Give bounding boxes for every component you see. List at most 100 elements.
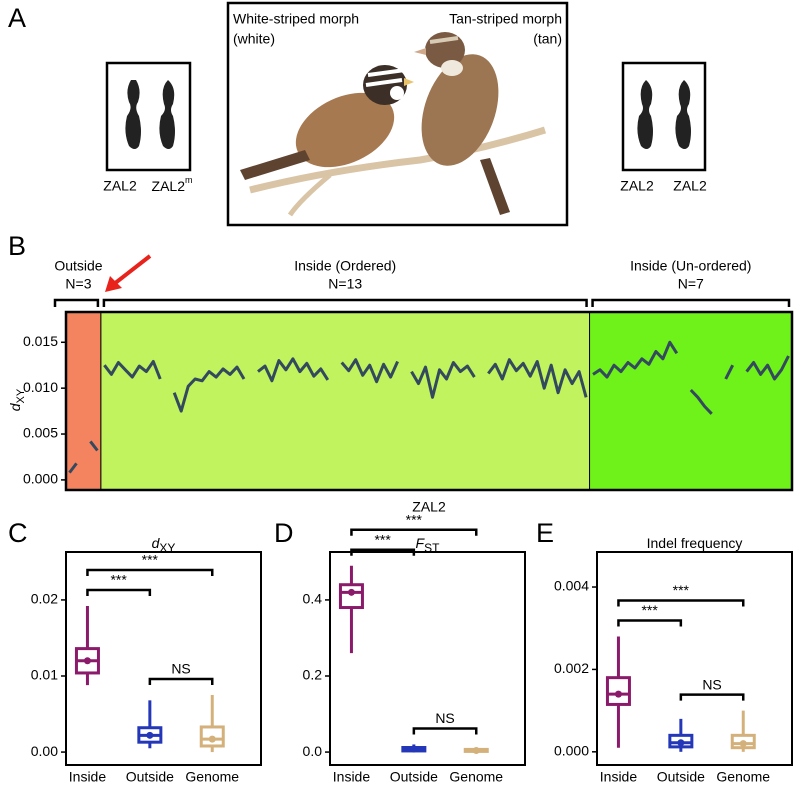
data-line: [592, 340, 790, 415]
chromosome-label: ZAL2: [103, 178, 137, 194]
significance-label: ***: [142, 552, 159, 568]
panel-label: A: [8, 3, 26, 33]
significance-label: ***: [374, 531, 391, 547]
x-tick-label: Genome: [185, 769, 239, 785]
median-dot: [83, 657, 91, 665]
region-bracket: [53, 298, 100, 307]
region-label: Inside (Ordered): [294, 258, 396, 274]
significance-label: ***: [673, 582, 690, 598]
x-tick-label: Inside: [600, 769, 638, 785]
significance-label: NS: [171, 661, 190, 677]
panel-label: C: [8, 518, 28, 548]
significance-bracket: [412, 727, 478, 735]
panel-label: B: [8, 231, 26, 261]
significance-bracket: [679, 693, 745, 701]
region-bracket: [102, 298, 588, 307]
y-tick-label: 0.2: [303, 667, 323, 683]
morph-label: White-striped morph: [233, 11, 359, 27]
significance-bracket: [617, 619, 683, 627]
x-tick-label: Outside: [657, 769, 705, 785]
region: [100, 311, 591, 491]
y-tick-label: 0.002: [554, 660, 589, 676]
morph-label: Tan-striped morph: [449, 11, 562, 27]
y-tick-label: 0.000: [23, 471, 58, 487]
plot-frame: [329, 551, 526, 766]
chromosome: [125, 80, 141, 149]
y-tick-label: 0.00: [31, 743, 58, 759]
plot-frame: [64, 310, 794, 492]
plot-frame: [65, 551, 262, 766]
y-tick-label: 0.01: [31, 667, 58, 683]
region-label: Inside (Un-ordered): [630, 258, 751, 274]
median-dot: [677, 739, 685, 747]
karyotype-box: [621, 61, 707, 172]
region-count: N=3: [65, 276, 91, 292]
subscript: XY: [159, 541, 175, 555]
x-tick-label: Inside: [69, 769, 107, 785]
chart-title: F: [416, 535, 426, 551]
chromosome-label: ZAL2m: [152, 175, 193, 193]
data-line: [68, 440, 99, 474]
y-tick-label: 0.015: [23, 333, 58, 349]
data-line: [103, 357, 588, 413]
significance-bracket: [350, 528, 478, 536]
region: [589, 311, 793, 491]
median-dot: [208, 735, 216, 743]
significance-label: NS: [435, 710, 454, 726]
arrow-head: [105, 276, 122, 292]
plot-frame: [596, 551, 793, 766]
y-tick-label: 0.005: [23, 425, 58, 441]
chart-title: dXY: [152, 535, 176, 555]
x-tick-label: Outside: [390, 769, 438, 785]
chart-title: Indel frequency: [647, 535, 743, 551]
median-dot: [146, 731, 154, 739]
chart-title: FST: [416, 535, 441, 555]
superscript: m: [185, 175, 193, 185]
significance-bracket: [86, 568, 214, 577]
chromosome: [675, 80, 691, 149]
chromosome-label: ZAL2: [620, 178, 654, 194]
box: [338, 583, 364, 610]
significance-bracket: [148, 677, 214, 686]
y-axis-label: dXY: [7, 388, 27, 411]
y-tick-label: 0.004: [554, 578, 589, 594]
arrow: [112, 254, 152, 286]
significance-label: ***: [641, 602, 658, 618]
illustration-box: [226, 1, 569, 227]
x-tick-label: Outside: [126, 769, 174, 785]
chromosome-label: ZAL2: [152, 178, 186, 194]
y-axis-label: d: [7, 402, 23, 411]
region-count: N=13: [328, 276, 362, 292]
morph-label: (tan): [533, 31, 562, 47]
subscript: ST: [424, 541, 440, 555]
significance-label: ***: [406, 511, 423, 527]
significance-bracket: [86, 588, 152, 597]
x-tick-label: Inside: [333, 769, 371, 785]
morph-label: (white): [233, 31, 275, 47]
chart-title: d: [152, 535, 161, 551]
significance-label: ***: [110, 572, 127, 588]
chart-title: Indel frequency: [647, 535, 743, 551]
chromosome: [637, 80, 653, 149]
median-dot: [739, 740, 747, 748]
median-dot: [347, 588, 355, 596]
region-count: N=7: [678, 276, 704, 292]
bird-illustration: [240, 32, 547, 217]
median-dot: [472, 747, 480, 755]
subscript: XY: [15, 388, 27, 403]
significance-bracket: [350, 548, 416, 556]
panel-label: E: [536, 518, 554, 548]
y-tick-label: 0.02: [31, 591, 58, 607]
median-dot: [614, 690, 622, 698]
chromosome-label: ZAL2: [673, 178, 707, 194]
x-tick-label: Genome: [449, 769, 503, 785]
region: [65, 311, 102, 491]
y-tick-label: 0.010: [23, 379, 58, 395]
significance-label: NS: [702, 676, 721, 692]
y-tick-label: 0.4: [303, 591, 323, 607]
median-dot: [410, 745, 418, 753]
panel-label: D: [274, 518, 294, 548]
karyotype-box: [105, 61, 192, 172]
y-tick-label: 0.0: [303, 743, 323, 759]
